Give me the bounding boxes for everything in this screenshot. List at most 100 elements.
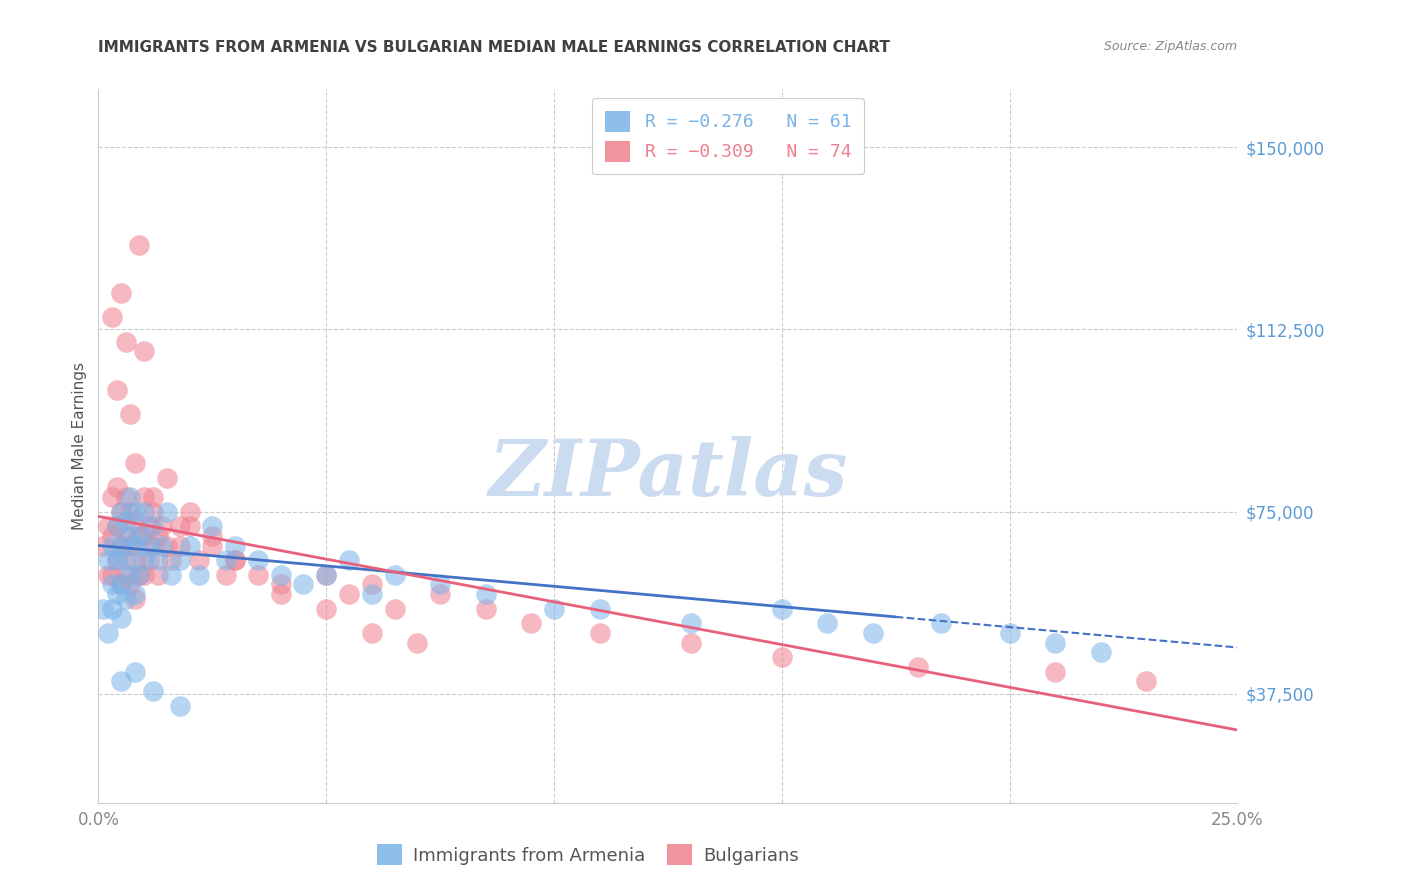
Text: IMMIGRANTS FROM ARMENIA VS BULGARIAN MEDIAN MALE EARNINGS CORRELATION CHART: IMMIGRANTS FROM ARMENIA VS BULGARIAN MED… xyxy=(98,40,890,55)
Point xyxy=(114,334,136,349)
Point xyxy=(114,567,136,582)
Point xyxy=(406,635,429,649)
Point xyxy=(474,587,496,601)
Point xyxy=(360,587,382,601)
Point xyxy=(124,665,146,679)
Point xyxy=(138,539,160,553)
Point xyxy=(110,286,132,301)
Point xyxy=(138,519,160,533)
Point xyxy=(120,490,142,504)
Point xyxy=(360,577,382,591)
Point xyxy=(215,553,238,567)
Point xyxy=(132,567,155,582)
Point xyxy=(110,539,132,553)
Point xyxy=(91,539,114,553)
Point xyxy=(270,567,292,582)
Point xyxy=(169,519,191,533)
Point xyxy=(114,529,136,543)
Point xyxy=(124,504,146,518)
Point xyxy=(337,553,360,567)
Point xyxy=(128,567,150,582)
Point xyxy=(588,626,610,640)
Point xyxy=(929,616,952,631)
Point xyxy=(120,577,142,591)
Point xyxy=(215,567,238,582)
Point xyxy=(142,519,165,533)
Point xyxy=(110,577,132,591)
Point xyxy=(156,504,179,518)
Point xyxy=(101,310,124,325)
Point xyxy=(114,514,136,528)
Point xyxy=(146,529,169,543)
Point xyxy=(124,591,146,606)
Point xyxy=(520,616,543,631)
Point xyxy=(132,504,155,518)
Point xyxy=(337,587,360,601)
Point xyxy=(142,539,165,553)
Point xyxy=(862,626,884,640)
Point xyxy=(179,539,201,553)
Point xyxy=(105,519,128,533)
Point xyxy=(150,539,173,553)
Point xyxy=(91,601,114,615)
Point xyxy=(679,635,702,649)
Point xyxy=(429,587,451,601)
Point xyxy=(292,577,315,591)
Point xyxy=(146,567,169,582)
Point xyxy=(543,601,565,615)
Point xyxy=(1090,645,1112,659)
Point xyxy=(315,567,337,582)
Point xyxy=(105,553,128,567)
Point xyxy=(114,490,136,504)
Point xyxy=(270,577,292,591)
Point xyxy=(105,519,128,533)
Point xyxy=(169,553,191,567)
Point xyxy=(105,553,128,567)
Point xyxy=(101,539,124,553)
Point xyxy=(1043,635,1066,649)
Point xyxy=(156,470,179,484)
Text: Source: ZipAtlas.com: Source: ZipAtlas.com xyxy=(1104,40,1237,54)
Point xyxy=(110,577,132,591)
Point xyxy=(128,529,150,543)
Point xyxy=(120,529,142,543)
Point xyxy=(101,577,124,591)
Point xyxy=(142,684,165,698)
Point xyxy=(156,539,179,553)
Point xyxy=(114,553,136,567)
Point xyxy=(1135,674,1157,689)
Point xyxy=(169,539,191,553)
Point xyxy=(124,539,146,553)
Point xyxy=(588,601,610,615)
Point xyxy=(96,519,118,533)
Point xyxy=(179,504,201,518)
Point xyxy=(120,408,142,422)
Point xyxy=(384,567,406,582)
Point xyxy=(169,698,191,713)
Point xyxy=(142,504,165,518)
Point xyxy=(120,567,142,582)
Point xyxy=(160,553,183,567)
Point xyxy=(246,553,269,567)
Point xyxy=(679,616,702,631)
Point xyxy=(998,626,1021,640)
Point xyxy=(142,490,165,504)
Point xyxy=(96,553,118,567)
Point xyxy=(146,553,169,567)
Point xyxy=(110,504,132,518)
Point xyxy=(224,539,246,553)
Point xyxy=(101,529,124,543)
Point xyxy=(120,539,142,553)
Point xyxy=(315,567,337,582)
Point xyxy=(201,519,224,533)
Point xyxy=(120,504,142,518)
Point xyxy=(96,626,118,640)
Point xyxy=(474,601,496,615)
Point xyxy=(770,650,793,665)
Point xyxy=(160,567,183,582)
Point xyxy=(179,519,201,533)
Point xyxy=(132,344,155,359)
Point xyxy=(124,514,146,528)
Point xyxy=(907,660,929,674)
Point xyxy=(128,567,150,582)
